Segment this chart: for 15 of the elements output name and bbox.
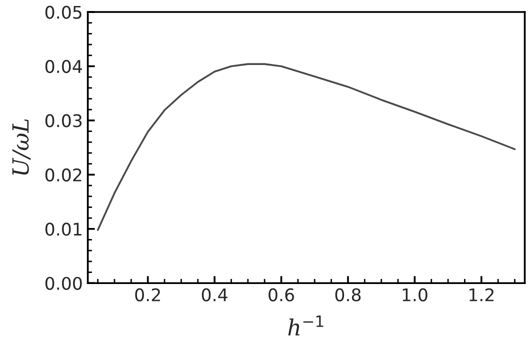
x-tick-label: 1.0: [402, 288, 428, 302]
y-tick-label: 0.02: [45, 168, 82, 182]
y-tick-label: 0.03: [45, 114, 82, 128]
y-tick-label: 0.00: [45, 276, 82, 290]
y-tick-label: 0.05: [45, 6, 82, 19]
line-series: [96, 63, 516, 231]
y-tick-label: 0.01: [45, 222, 82, 236]
x-tick-label: 0.8: [335, 288, 361, 302]
x-axis-title: h$^{−1}$: [288, 316, 324, 336]
x-tick-label: 1.2: [470, 288, 494, 302]
x-tick-label: 0.4: [202, 288, 228, 302]
y-tick-label: 0.04: [45, 60, 82, 74]
x-tick-label: 0.6: [268, 288, 294, 302]
x-tick-label: 0.2: [135, 288, 160, 302]
y-axis-title: U/ωL: [12, 119, 31, 175]
